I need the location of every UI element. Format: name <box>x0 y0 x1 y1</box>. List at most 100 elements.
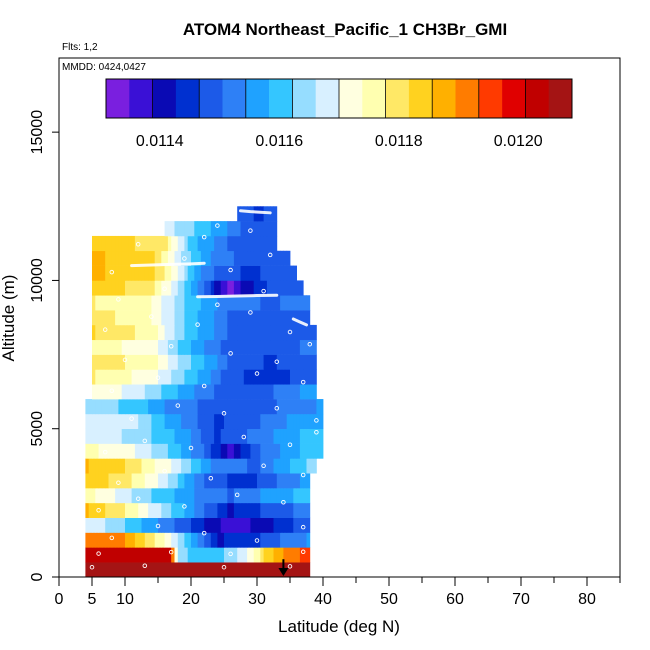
heatmap-cell <box>273 310 278 326</box>
heatmap-cell <box>187 428 192 444</box>
heatmap-cell <box>92 250 96 266</box>
heatmap-cell <box>105 384 109 400</box>
heatmap-cell <box>138 295 142 311</box>
heatmap-cell <box>227 428 231 444</box>
heatmap-cell <box>115 502 119 518</box>
heatmap-cell <box>141 384 146 400</box>
heatmap-cell <box>197 562 202 578</box>
heatmap-cell <box>121 310 126 326</box>
heatmap-cell <box>233 250 238 266</box>
heatmap-cell <box>306 384 311 400</box>
heatmap-cell <box>283 443 288 459</box>
heatmap-cell <box>118 458 123 474</box>
heatmap-cell <box>108 502 113 518</box>
heatmap-cell <box>121 295 126 311</box>
colorbar-tick-label: 0.0118 <box>375 133 423 150</box>
heatmap-cell <box>286 428 291 444</box>
heatmap-cell <box>194 310 198 326</box>
heatmap-cell <box>141 235 146 252</box>
heatmap-cell <box>161 310 165 326</box>
heatmap-cell <box>115 562 119 578</box>
heatmap-cell <box>187 221 192 237</box>
heatmap-cell <box>210 399 215 415</box>
heatmap-cell <box>187 443 192 459</box>
heatmap-cell <box>293 310 297 326</box>
heatmap-cell <box>283 458 288 474</box>
heatmap-cell <box>88 443 93 459</box>
heatmap-cell <box>280 265 284 281</box>
heatmap-cell <box>290 547 294 563</box>
heatmap-cell <box>260 221 264 237</box>
heatmap-cell <box>253 221 258 237</box>
heatmap-cell <box>191 265 195 281</box>
heatmap-cell <box>227 532 231 548</box>
heatmap-cell <box>134 369 139 385</box>
heatmap-cell <box>319 443 324 459</box>
heatmap-cell <box>191 250 195 266</box>
heatmap-cell <box>144 369 149 385</box>
heatmap-cell <box>148 369 152 385</box>
heatmap-cell <box>118 369 123 385</box>
heatmap-cell <box>210 324 215 341</box>
heatmap-cell <box>296 473 301 489</box>
heatmap-cell <box>303 547 307 563</box>
heatmap-cell <box>299 310 304 326</box>
heatmap-cell <box>243 413 248 430</box>
heatmap-cell <box>263 265 268 281</box>
y-tick-label: 15000 <box>29 110 46 155</box>
heatmap-cell <box>144 310 149 326</box>
heatmap-cell <box>131 517 136 533</box>
heatmap-cell <box>105 532 109 548</box>
flights-label: Flts: 1,2 <box>62 42 98 53</box>
heatmap-cell <box>280 324 284 341</box>
sample-point <box>254 371 260 376</box>
heatmap-cell <box>128 384 132 400</box>
heatmap-cell <box>181 428 185 444</box>
heatmap-cell <box>217 502 222 518</box>
heatmap-cell <box>131 428 136 444</box>
heatmap-cell <box>161 250 165 266</box>
heatmap-cell <box>134 310 139 326</box>
heatmap-cell <box>303 532 307 548</box>
heatmap-cell <box>105 295 109 311</box>
heatmap-cell <box>167 310 172 326</box>
heatmap-cell <box>177 295 182 311</box>
colorbar-segment <box>548 79 573 118</box>
heatmap-cell <box>134 502 139 518</box>
heatmap-cell <box>260 206 264 222</box>
heatmap-cell <box>164 502 169 518</box>
heatmap-cell <box>260 473 264 489</box>
heatmap-cell <box>200 339 205 355</box>
heatmap-cell <box>283 324 288 341</box>
sample-point <box>267 252 273 258</box>
sample-point <box>228 551 233 557</box>
heatmap-cell <box>276 502 281 518</box>
heatmap-cell <box>171 265 175 281</box>
heatmap-cell <box>177 339 182 355</box>
heatmap-cell <box>200 221 205 237</box>
heatmap-cell <box>313 458 317 474</box>
heatmap-cell <box>220 473 225 489</box>
heatmap-cell <box>134 384 139 400</box>
heatmap-cell <box>158 488 162 504</box>
heatmap-cell <box>144 339 149 355</box>
heatmap-cell <box>293 443 297 459</box>
heatmap-cell <box>161 502 165 518</box>
heatmap-cell <box>187 413 192 430</box>
heatmap-cell <box>237 384 241 400</box>
heatmap-cell <box>257 324 261 341</box>
heatmap-cell <box>115 250 119 266</box>
heatmap-cell <box>108 354 113 370</box>
heatmap-cell <box>227 488 231 504</box>
heatmap-cell <box>227 339 231 355</box>
heatmap-cell <box>134 443 139 459</box>
heatmap-cell <box>98 443 103 459</box>
sample-point <box>162 286 167 291</box>
heatmap-cell <box>151 280 156 296</box>
heatmap-cell <box>283 384 288 400</box>
heatmap-cell <box>125 517 129 533</box>
heatmap-cell <box>164 428 169 444</box>
heatmap-cell <box>101 339 106 355</box>
heatmap-cell <box>167 221 172 237</box>
heatmap-cell <box>210 443 215 459</box>
